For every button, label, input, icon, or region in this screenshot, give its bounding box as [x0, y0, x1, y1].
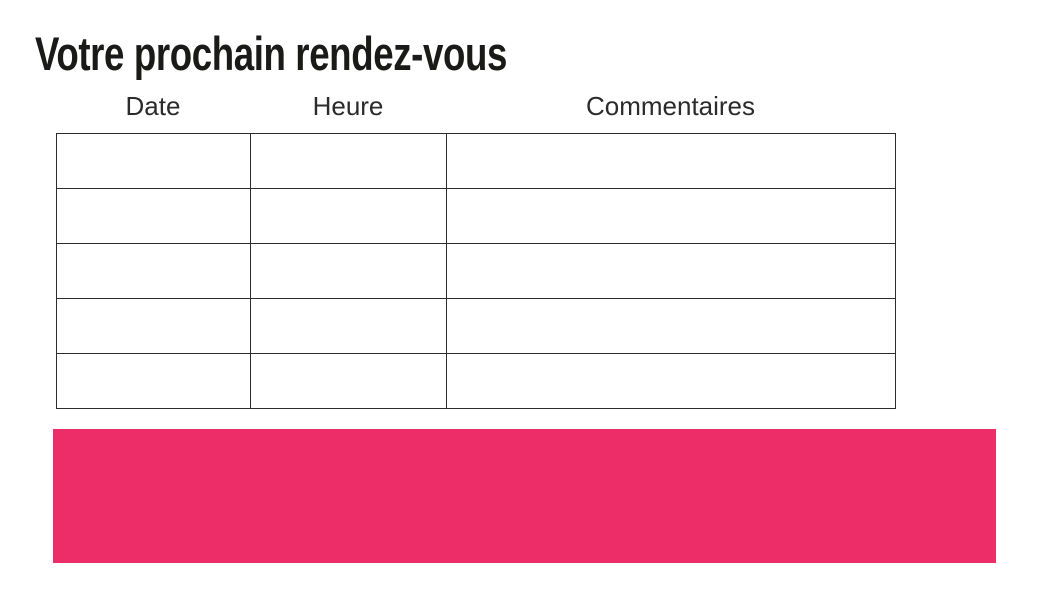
column-header-heure: Heure: [312, 91, 384, 121]
table-cell: [446, 243, 896, 299]
table-cell: [250, 243, 447, 299]
table-cell: [56, 133, 251, 189]
column-header-commentaires: Commentaires: [585, 91, 756, 121]
table-cell: [250, 298, 447, 354]
table-cell: [446, 188, 896, 244]
table-cell: [56, 188, 251, 244]
page-title: Votre prochain rendez-vous: [35, 27, 507, 80]
table-cell: [250, 188, 447, 244]
table-cell: [56, 298, 251, 354]
table-row: [56, 298, 896, 354]
table-cell: [446, 133, 896, 189]
column-header-date: Date: [125, 91, 181, 121]
table-row: [56, 133, 896, 189]
table-column-headers: Date Heure Commentaires: [56, 93, 895, 119]
table-cell: [446, 298, 896, 354]
table-cell: [56, 243, 251, 299]
pink-accent-block: [53, 429, 996, 563]
table-cell: [56, 353, 251, 409]
table-row: [56, 243, 896, 299]
table-row: [56, 188, 896, 244]
table-cell: [250, 353, 447, 409]
table-row: [56, 353, 896, 409]
table-cell: [446, 353, 896, 409]
appointments-table: [56, 133, 896, 409]
table-cell: [250, 133, 447, 189]
